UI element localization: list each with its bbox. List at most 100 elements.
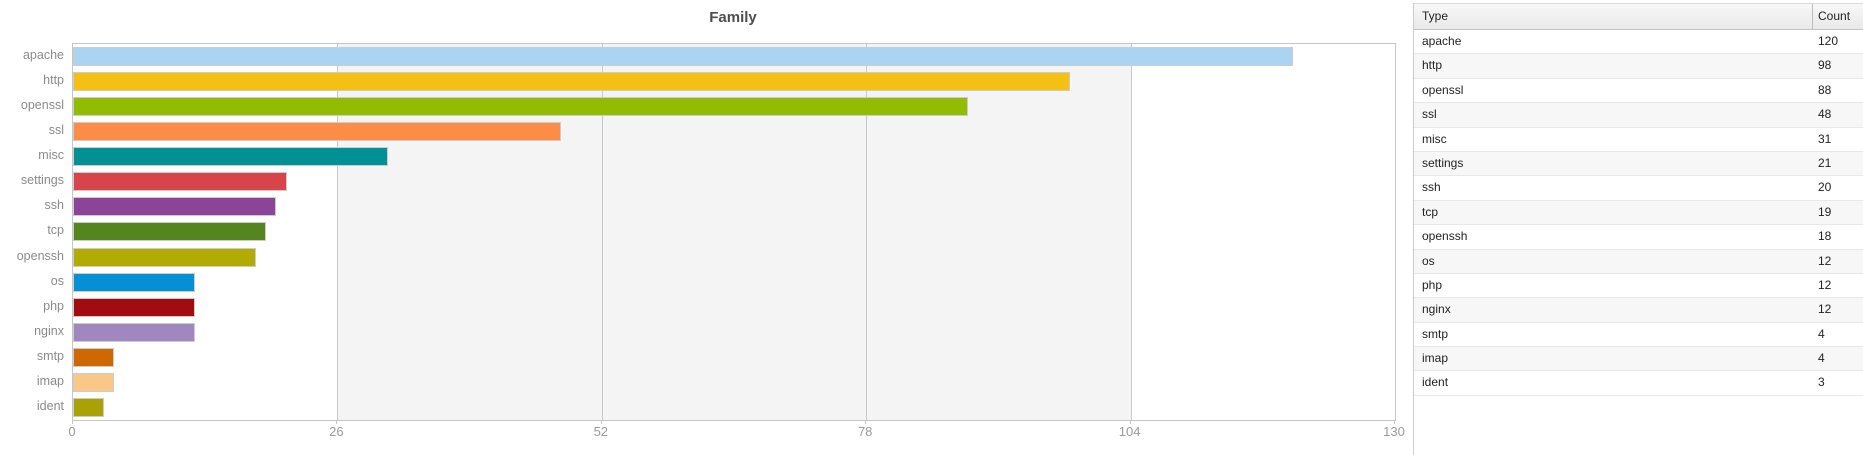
- table-header: Type Count: [1414, 3, 1863, 30]
- cell-count: 4: [1818, 351, 1825, 366]
- bar-misc[interactable]: [73, 147, 389, 167]
- y-axis-label-openssh: openssh: [16, 248, 64, 263]
- cell-type: os: [1422, 253, 1435, 268]
- cell-type: settings: [1422, 155, 1464, 170]
- table-row-tcp[interactable]: tcp 19: [1414, 200, 1863, 226]
- y-axis-label-ident: ident: [36, 398, 64, 413]
- cell-type: php: [1422, 277, 1443, 292]
- table-row-ssh[interactable]: ssh 20: [1414, 176, 1863, 201]
- bar-ssl[interactable]: [73, 122, 562, 142]
- y-axis-label-openssl: openssl: [20, 98, 64, 113]
- x-tick-mark-0: [72, 420, 73, 424]
- cell-count: 20: [1818, 180, 1832, 195]
- table-row-settings[interactable]: settings 21: [1414, 151, 1863, 177]
- y-axis-label-ssh: ssh: [44, 198, 64, 213]
- cell-type: ident: [1422, 375, 1449, 390]
- cell-count: 3: [1818, 375, 1825, 390]
- y-axis-label-tcp: tcp: [47, 223, 64, 238]
- bar-openssh[interactable]: [73, 247, 257, 267]
- cell-count: 48: [1818, 107, 1832, 122]
- x-tick-mark-104: [1129, 420, 1131, 424]
- cell-type: misc: [1422, 131, 1447, 146]
- table-body: apache 120 http 98 openssl 88 ssl 48 misc 31 setti…: [1414, 30, 1863, 396]
- cell-count: 31: [1818, 131, 1832, 146]
- cell-count: 4: [1818, 326, 1825, 341]
- y-axis-label-php: php: [43, 298, 64, 313]
- cell-type: tcp: [1422, 204, 1439, 219]
- table-row-os[interactable]: os 12: [1414, 249, 1863, 274]
- y-axis-label-apache: apache: [22, 48, 64, 62]
- x-axis-tick-label-78: 78: [857, 424, 873, 439]
- cell-count: 19: [1818, 204, 1832, 219]
- x-axis-tick-label-104: 104: [1118, 424, 1141, 439]
- cell-type: http: [1422, 58, 1443, 73]
- plot-area: [72, 43, 1396, 421]
- y-axis-label-settings: settings: [20, 173, 64, 188]
- bar-apache[interactable]: [73, 47, 1294, 66]
- gridline-52: [601, 44, 603, 420]
- cell-type: smtp: [1422, 326, 1449, 341]
- cell-type: apache: [1422, 34, 1462, 48]
- bar-imap[interactable]: [73, 372, 114, 392]
- cell-type: ssh: [1422, 180, 1441, 195]
- table-row-php[interactable]: php 12: [1414, 273, 1863, 299]
- table-row-http[interactable]: http 98: [1414, 54, 1863, 79]
- cell-type: nginx: [1422, 302, 1451, 317]
- results-table: Type Count apache 120 http 98 openssl 88 ssl 48…: [1414, 3, 1863, 396]
- x-tick-mark-52: [600, 420, 602, 424]
- table-row-misc[interactable]: misc 31: [1414, 127, 1863, 152]
- x-tick-mark-130: [1394, 420, 1395, 424]
- column-header-type[interactable]: Type: [1422, 9, 1449, 23]
- table-row-openssl[interactable]: openssl 88: [1414, 78, 1863, 104]
- column-header-count[interactable]: Count: [1812, 4, 1863, 29]
- cell-count: 12: [1818, 253, 1832, 268]
- x-axis-tick-label-52: 52: [593, 424, 609, 439]
- bar-ssh[interactable]: [73, 197, 277, 217]
- bar-os[interactable]: [73, 272, 196, 292]
- cell-type: openssl: [1422, 82, 1464, 97]
- bar-http[interactable]: [73, 72, 1070, 92]
- y-axis-label-smtp: smtp: [36, 348, 64, 363]
- gridline-78: [866, 44, 868, 420]
- bar-tcp[interactable]: [73, 222, 267, 242]
- y-axis-label-misc: misc: [38, 148, 64, 163]
- bar-settings[interactable]: [73, 172, 287, 192]
- gridline-26: [337, 44, 339, 420]
- chart-title: Family: [709, 9, 757, 26]
- cell-type: openssh: [1422, 229, 1468, 244]
- y-axis-label-os: os: [50, 273, 64, 288]
- cell-count: 18: [1818, 229, 1832, 244]
- y-axis-label-ssl: ssl: [48, 123, 64, 138]
- cell-count: 120: [1818, 34, 1839, 48]
- cell-count: 88: [1818, 82, 1832, 97]
- x-tick-mark-78: [865, 420, 867, 424]
- table-row-smtp[interactable]: smtp 4: [1414, 322, 1863, 348]
- bar-ident[interactable]: [73, 397, 104, 417]
- x-tick-mark-26: [336, 420, 338, 424]
- cell-count: 12: [1818, 302, 1832, 317]
- table-row-openssh[interactable]: openssh 18: [1414, 225, 1863, 250]
- cell-count: 12: [1818, 277, 1832, 292]
- bar-php[interactable]: [73, 297, 196, 317]
- cell-type: ssl: [1422, 107, 1437, 122]
- y-axis-label-nginx: nginx: [34, 323, 64, 338]
- table-row-ssl[interactable]: ssl 48: [1414, 103, 1863, 128]
- table-row-apache[interactable]: apache 120: [1414, 30, 1863, 55]
- x-axis-tick-label-26: 26: [329, 424, 344, 439]
- bar-nginx[interactable]: [73, 322, 196, 342]
- x-axis-tick-label-130: 130: [1383, 424, 1405, 439]
- panel-divider: [1413, 3, 1414, 455]
- bar-openssl[interactable]: [73, 97, 968, 117]
- bar-smtp[interactable]: [73, 347, 114, 367]
- cell-count: 21: [1818, 155, 1832, 170]
- table-row-imap[interactable]: imap 4: [1414, 347, 1863, 372]
- gridline-104: [1130, 44, 1132, 420]
- table-row-nginx[interactable]: nginx 12: [1414, 298, 1863, 323]
- cell-type: imap: [1422, 351, 1449, 366]
- y-axis-label-imap: imap: [36, 373, 64, 388]
- cell-count: 98: [1818, 58, 1832, 73]
- x-axis-tick-label-0: 0: [68, 424, 76, 439]
- y-axis-label-http: http: [43, 73, 64, 88]
- table-row-ident[interactable]: ident 3: [1414, 371, 1863, 396]
